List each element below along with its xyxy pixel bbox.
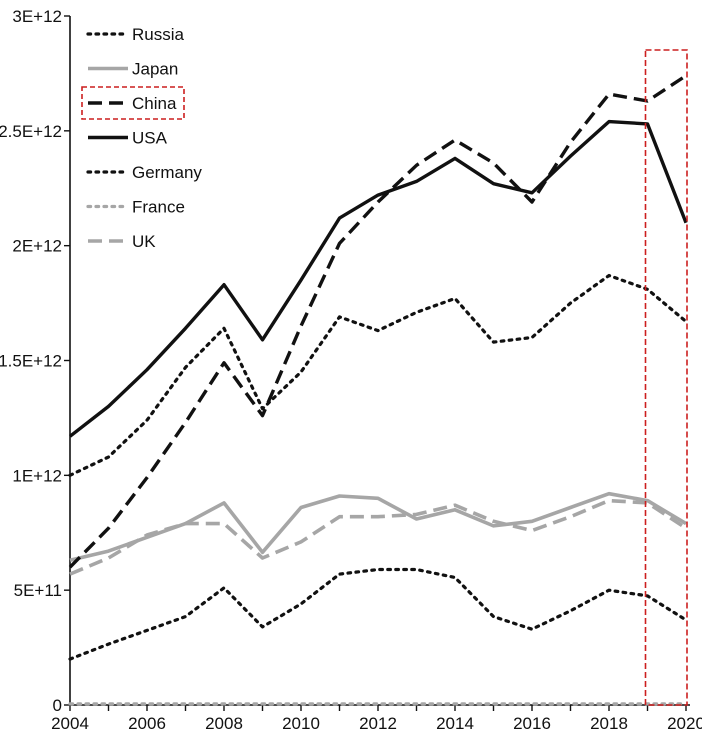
series-line-russia bbox=[68, 567, 688, 661]
x-tick-label: 2020 bbox=[667, 714, 702, 733]
y-tick-label: 2E+12 bbox=[12, 237, 62, 256]
x-tick-label: 2006 bbox=[128, 714, 166, 733]
legend-label-usa: USA bbox=[132, 129, 168, 148]
legend-label-germany: Germany bbox=[132, 163, 202, 182]
x-tick-label: 2010 bbox=[282, 714, 320, 733]
legend-highlight-box bbox=[81, 86, 185, 120]
axes: 0 5E+11 1E+12 1.5E+12 2E+12 2.5E+12 3E+12 2004 2… bbox=[0, 7, 702, 733]
series-line-germany bbox=[68, 273, 688, 477]
x-tick-label: 2016 bbox=[513, 714, 551, 733]
legend-label-japan: Japan bbox=[132, 60, 178, 79]
series-line-china bbox=[68, 74, 687, 569]
y-tick-label: 1.5E+12 bbox=[0, 352, 62, 371]
legend-label-china: China bbox=[132, 94, 177, 113]
series-lines bbox=[68, 74, 688, 706]
series-line-japan bbox=[69, 491, 687, 563]
legend: Russia Japan China USA Germany France UK bbox=[86, 25, 202, 251]
y-tick-label: 2.5E+12 bbox=[0, 122, 62, 141]
legend-label-uk: UK bbox=[132, 232, 156, 251]
y-tick-label: 5E+11 bbox=[14, 581, 62, 600]
y-tick-label: 1E+12 bbox=[12, 466, 62, 485]
x-tick-label: 2008 bbox=[205, 714, 243, 733]
legend-label-russia: Russia bbox=[132, 25, 185, 44]
y-tick-label: 3E+12 bbox=[12, 7, 62, 26]
y-tick-label: 0 bbox=[53, 696, 62, 715]
x-tick-label: 2004 bbox=[51, 714, 89, 733]
x-tick-label: 2014 bbox=[436, 714, 474, 733]
legend-label-france: France bbox=[132, 198, 185, 217]
period-highlight-box bbox=[644, 49, 688, 706]
series-line-usa bbox=[68, 119, 688, 438]
x-tick-label: 2018 bbox=[590, 714, 628, 733]
highlight-boxes bbox=[81, 49, 688, 706]
series-line-uk bbox=[69, 498, 687, 576]
x-tick-label: 2012 bbox=[359, 714, 397, 733]
